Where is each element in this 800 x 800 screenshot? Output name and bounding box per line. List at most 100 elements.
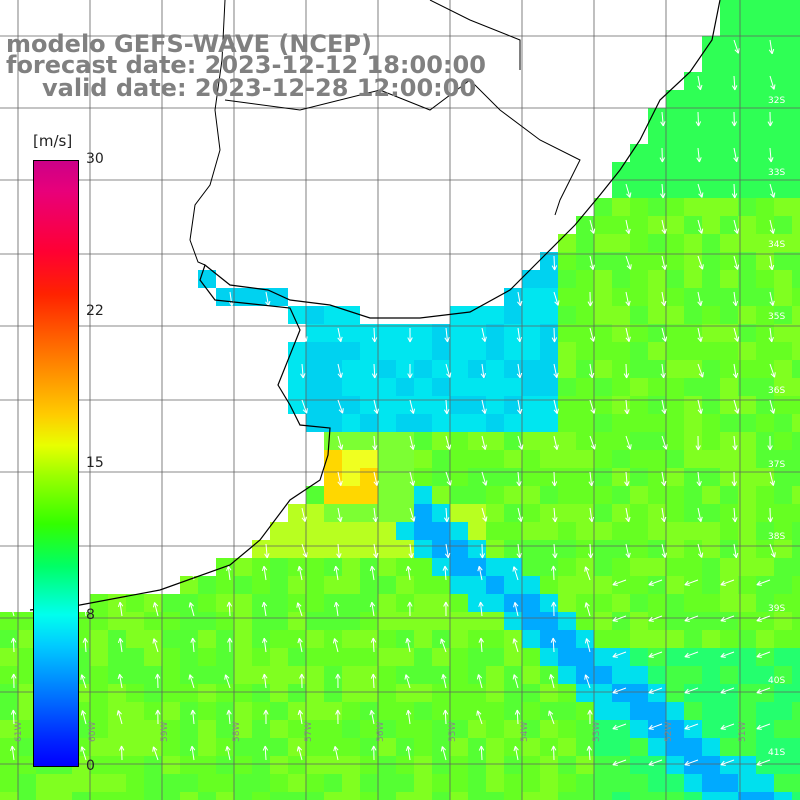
wind-cell — [378, 612, 396, 630]
wind-cell — [396, 342, 414, 360]
wind-cell — [702, 342, 720, 360]
wind-cell — [252, 558, 270, 576]
wind-cell — [216, 792, 234, 800]
wind-cell — [792, 522, 800, 540]
wind-cell — [396, 648, 414, 666]
wind-cell — [756, 0, 774, 18]
wind-cell — [738, 198, 756, 216]
wind-cell — [378, 342, 396, 360]
wind-cell — [684, 792, 702, 800]
wind-cell — [774, 54, 792, 72]
wind-cell — [450, 756, 468, 774]
wind-cell — [630, 522, 648, 540]
wind-cell — [234, 594, 252, 612]
wind-cell — [756, 18, 774, 36]
wind-cell — [180, 702, 198, 720]
wind-cell — [288, 594, 306, 612]
wind-cell — [504, 306, 522, 324]
wind-cell — [198, 756, 216, 774]
wind-cell — [540, 792, 558, 800]
wind-cell — [414, 558, 432, 576]
wind-cell — [450, 450, 468, 468]
wind-cell — [792, 72, 800, 90]
wind-cell — [216, 702, 234, 720]
wind-cell — [180, 774, 198, 792]
wind-cell — [648, 702, 666, 720]
wind-cell — [414, 702, 432, 720]
wind-cell — [648, 162, 666, 180]
wind-cell — [90, 774, 108, 792]
wind-cell — [414, 684, 432, 702]
lat-label: 32S — [768, 96, 785, 106]
wind-cell — [288, 342, 306, 360]
wind-cell — [558, 486, 576, 504]
wind-cell — [144, 648, 162, 666]
wind-cell — [90, 630, 108, 648]
wind-cell — [738, 0, 756, 18]
wind-cell — [666, 342, 684, 360]
wind-cell — [468, 792, 486, 800]
wind-cell — [432, 666, 450, 684]
wind-cell — [378, 414, 396, 432]
wind-cell — [306, 342, 324, 360]
wind-cell — [756, 630, 774, 648]
wind-cell — [792, 0, 800, 18]
wind-cell — [594, 702, 612, 720]
wind-cell — [558, 504, 576, 522]
wind-cell — [774, 558, 792, 576]
wind-cell — [0, 666, 18, 684]
lon-label: 58W — [232, 722, 242, 742]
wind-cell — [360, 630, 378, 648]
wind-cell — [756, 342, 774, 360]
wind-cell — [558, 630, 576, 648]
wind-cell — [108, 684, 126, 702]
wind-cell — [378, 396, 396, 414]
wind-cell — [342, 540, 360, 558]
wind-cell — [54, 792, 72, 800]
lon-label: 51W — [738, 722, 748, 742]
wind-cell — [486, 432, 504, 450]
wind-cell — [378, 648, 396, 666]
wind-cell — [774, 144, 792, 162]
wind-cell — [792, 252, 800, 270]
wind-cell — [18, 792, 36, 800]
lon-label: 52W — [664, 722, 674, 742]
wind-cell — [378, 702, 396, 720]
wind-cell — [126, 612, 144, 630]
wind-cell — [576, 774, 594, 792]
wind-cell — [180, 720, 198, 738]
wind-cell — [684, 594, 702, 612]
lat-label: 41S — [768, 748, 785, 758]
wind-cell — [162, 666, 180, 684]
wind-cell — [306, 648, 324, 666]
wind-cell — [180, 648, 198, 666]
wind-cell — [0, 612, 18, 630]
wind-cell — [180, 684, 198, 702]
wind-cell — [306, 360, 324, 378]
wind-cell — [522, 504, 540, 522]
wind-cell — [378, 666, 396, 684]
wind-cell — [648, 234, 666, 252]
wind-cell — [216, 630, 234, 648]
wind-cell — [756, 558, 774, 576]
wind-cell — [270, 702, 288, 720]
wind-cell — [432, 594, 450, 612]
wind-cell — [396, 594, 414, 612]
wind-cell — [432, 648, 450, 666]
wind-cell — [648, 666, 666, 684]
wind-cell — [792, 540, 800, 558]
wind-cell — [450, 432, 468, 450]
wind-cell — [216, 756, 234, 774]
lon-label: 54W — [520, 722, 530, 742]
wind-cell — [774, 630, 792, 648]
wind-cell — [216, 576, 234, 594]
wind-cell — [234, 630, 252, 648]
wind-cell — [342, 756, 360, 774]
wind-cell — [198, 684, 216, 702]
wind-cell — [666, 432, 684, 450]
wind-cell — [360, 324, 378, 342]
wind-cell — [342, 522, 360, 540]
wind-cell — [396, 774, 414, 792]
wind-cell — [702, 486, 720, 504]
wind-cell — [540, 270, 558, 288]
